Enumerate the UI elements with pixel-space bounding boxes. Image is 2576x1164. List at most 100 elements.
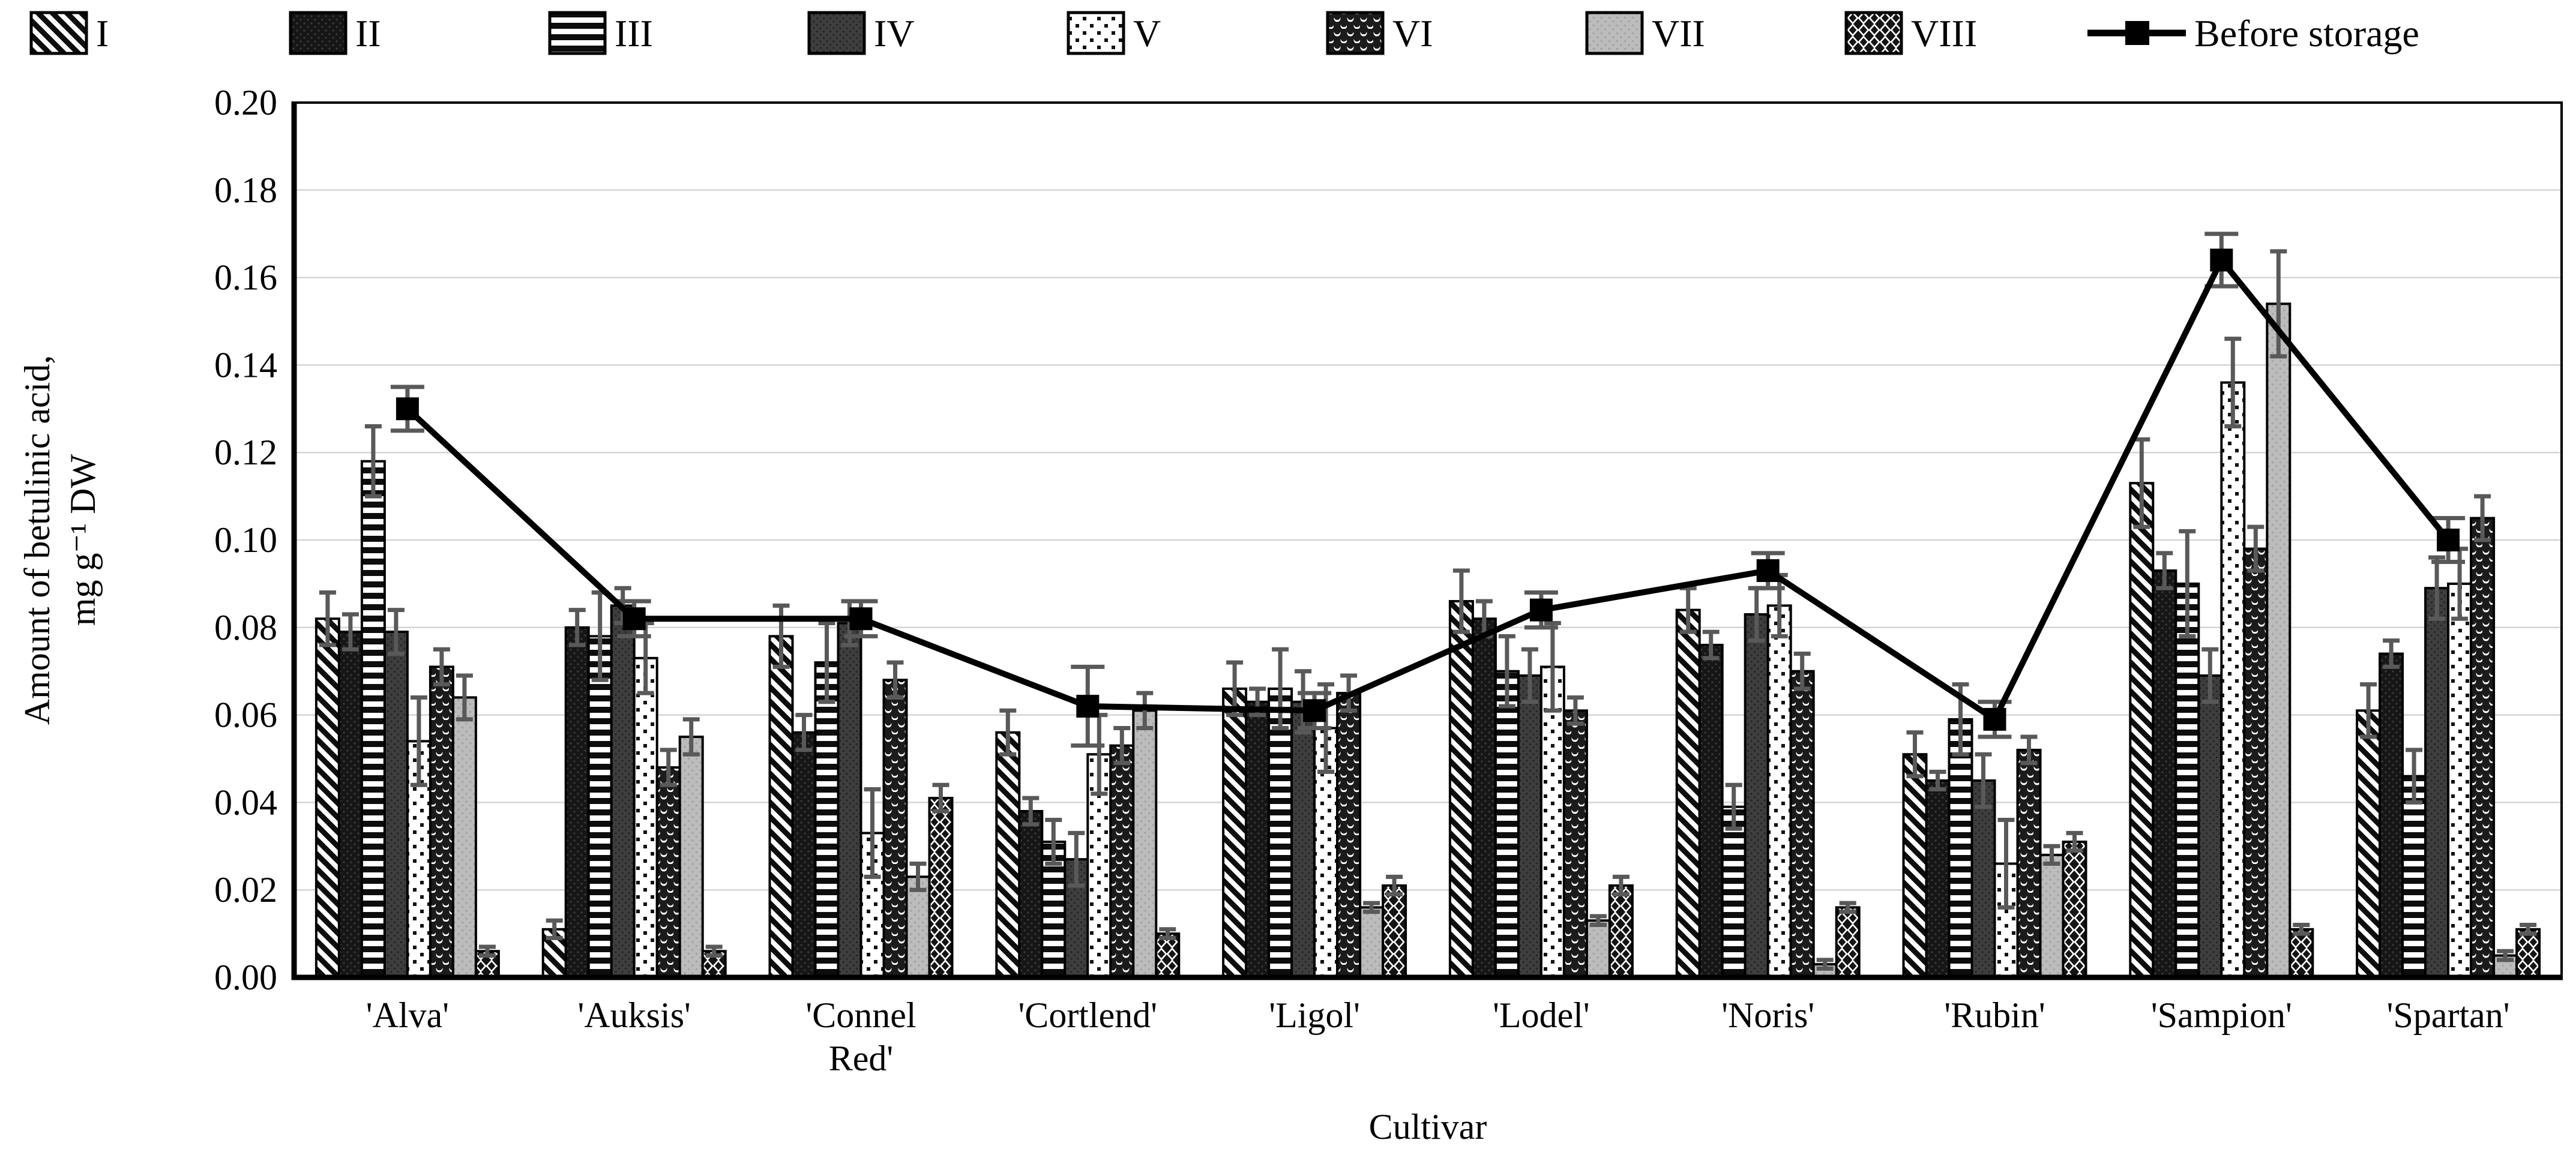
bar-group-I-2 [768,603,794,979]
bar-VI [2243,547,2269,979]
legend-marker-sample [2125,21,2149,45]
bar-II [2152,569,2177,979]
bar-IV [2424,587,2450,979]
legend-label-VII: VII [1652,12,1705,55]
legend-swatch-V [1067,11,1125,55]
bar-VIII [1835,906,1861,979]
bar-group-IV-5 [1517,647,1542,979]
bar-III [2174,582,2200,979]
legend-item-I: I [29,11,109,55]
bar-VI [882,679,908,979]
bar-II [1471,617,1497,979]
before-storage-marker [1076,695,1100,718]
bar-group-VII-4 [1359,901,1385,979]
bar-group-VIII-7 [2062,830,2087,979]
bar-VI [2470,517,2496,979]
bar-group-IV-0 [383,608,409,979]
bar-III [587,635,613,979]
bar-group-II-6 [1698,629,1724,979]
bar-group-VI-0 [429,647,454,979]
bar-I [768,635,794,979]
bar-group-III-7 [1948,682,1973,979]
bar-VII [1132,709,1158,979]
legend-label-V: V [1133,12,1161,55]
bar-group-I-4 [1222,660,1248,979]
before-storage-marker [1303,699,1326,722]
x-tick-label: 'Rubin' [1944,995,2045,1035]
legend-label-IV: IV [874,12,915,55]
bar-III [1948,718,1973,979]
bar-I [1448,600,1474,979]
legend: I II III IV V VI VII VIII Before storage [29,11,2419,55]
y-axis-title-line2: mg g⁻¹ DW [63,454,103,626]
bar-group-VI-7 [2016,734,2042,979]
bar-group-IV-7 [1970,752,1996,979]
bar-I [314,617,340,979]
x-tick-label: 'Cortlend' [1019,995,1158,1035]
bar-VIII [928,797,954,979]
x-tick-label: 'Sampion' [2151,995,2292,1035]
bar-III [2401,775,2427,979]
bar-group-VIII-2 [928,782,954,979]
bar-group-II-3 [1018,796,1044,979]
legend-label-II: II [355,12,381,55]
bars-layer [314,249,2541,979]
bar-VI [2016,748,2042,979]
bar-III [1494,670,1520,979]
bar-group-VIII-3 [1155,927,1181,979]
legend-item-IV: IV [807,11,915,55]
x-tick-label: 'Connel [805,995,916,1035]
bar-group-I-5 [1448,568,1474,979]
bar-group-III-2 [814,621,840,979]
x-tick-label: 'Lodel' [1493,995,1590,1035]
bar-group-III-0 [360,424,386,979]
bar-group-VII-9 [2493,949,2518,979]
bar-VII [2266,302,2292,979]
bar-group-II-4 [1245,686,1271,979]
legend-item-III: III [548,11,653,55]
bar-VI [1336,692,1362,979]
bar-IV [1744,613,1769,979]
bar-VIII [1155,932,1181,979]
bar-group-II-5 [1471,599,1497,979]
x-axis-title: Cultivar [1369,1107,1487,1147]
bar-III [1721,805,1747,979]
bar-group-I-9 [2356,682,2382,979]
bar-IV [1970,779,1996,979]
before-storage-marker [622,607,646,631]
bar-group-VI-9 [2470,494,2496,979]
legend-item-VII: VII [1585,11,1705,55]
bar-group-V-5 [1539,621,1565,979]
axis-labels-layer: Amount of betulinic acid, mg g⁻¹ DW Cult… [17,355,1487,1147]
gridlines-layer: 0.00 0.02 0.04 0.06 0.08 0.10 0.12 0.14 0.16 0.18… [214,83,2562,1078]
before-storage-line-layer [390,232,2466,748]
bar-VIII [2515,928,2541,979]
bar-group-V-7 [1993,818,2019,979]
bar-I [2356,709,2382,979]
bar-VI [1562,709,1588,979]
bar-group-III-5 [1494,634,1520,979]
legend-swatch-III [548,11,607,55]
bar-group-IV-3 [1064,830,1089,979]
before-storage-marker [1983,707,2006,731]
bar-group-IV-9 [2424,555,2450,979]
bar-II [337,631,363,979]
legend-label-I: I [96,12,109,55]
bar-group-V-1 [633,621,658,979]
bar-II [1018,809,1044,979]
bar-group-VIII-9 [2515,923,2541,979]
bar-group-VII-8 [2266,249,2292,979]
bar-IV [837,622,862,979]
bar-group-V-9 [2447,547,2473,979]
bar-VII [678,736,704,979]
bar-group-VIII-6 [1835,901,1861,979]
bar-group-V-0 [406,695,432,979]
y-tick-label: 0.12 [214,433,277,472]
x-tick-label: 'Ligol' [1269,995,1360,1035]
x-tick-label: 'Noris' [1721,995,1814,1035]
bar-group-VI-5 [1562,695,1588,979]
bar-V [2220,381,2246,979]
bar-I [2129,482,2155,979]
bar-group-II-8 [2152,551,2177,979]
